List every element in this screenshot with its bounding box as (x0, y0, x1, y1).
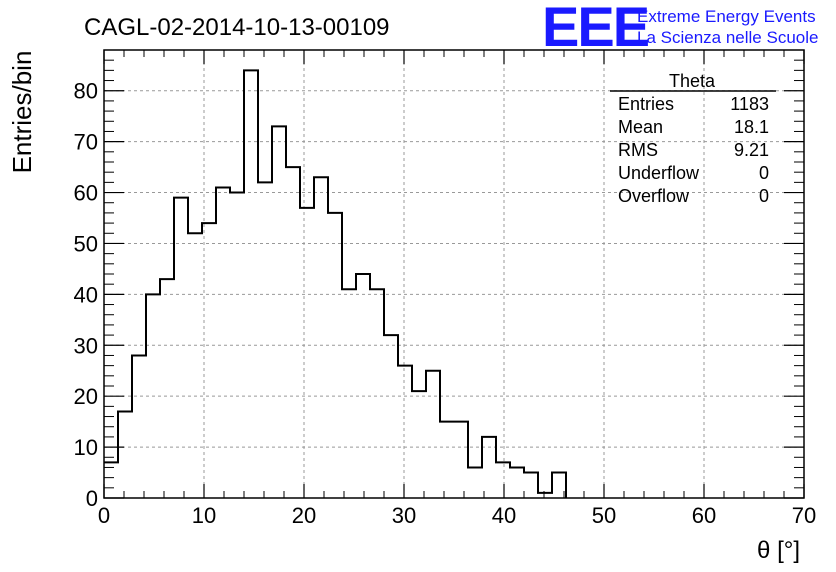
y-tick-label: 30 (74, 333, 98, 358)
logo-line-2: La Scienza nelle Scuole (637, 28, 818, 47)
axis-ticks (103, 49, 805, 499)
y-tick-label: 20 (74, 384, 98, 409)
stats-label: Entries (618, 94, 674, 114)
x-tick-label: 10 (192, 503, 216, 528)
stats-title: Theta (669, 71, 716, 91)
stats-value: 0 (759, 186, 769, 206)
y-tick-label: 10 (74, 435, 98, 460)
stats-box: Theta Entries 1183 Mean 18.1 RMS 9.21 Underflo… (610, 71, 776, 206)
x-tick-label: 70 (792, 503, 816, 528)
y-tick-label: 40 (74, 282, 98, 307)
plot-frame (103, 49, 805, 499)
x-tick-label: 30 (392, 503, 416, 528)
x-tick-label: 50 (592, 503, 616, 528)
x-tick-label: 40 (492, 503, 516, 528)
stats-value: 9.21 (734, 140, 769, 160)
stats-label: Overflow (618, 186, 690, 206)
stats-label: Underflow (618, 163, 700, 183)
x-tick-label: 0 (98, 503, 110, 528)
stats-value: 0 (759, 163, 769, 183)
logo-line-1: Extreme Energy Events (637, 7, 816, 26)
x-tick-label: 20 (292, 503, 316, 528)
y-tick-label: 60 (74, 181, 98, 206)
y-axis-title: Entries/bin (7, 51, 37, 174)
stats-value: 18.1 (734, 117, 769, 137)
x-tick-labels: 0 10 20 30 40 50 60 70 (98, 503, 816, 528)
histogram-line (104, 69, 567, 498)
x-axis-title: θ [°] (757, 537, 800, 564)
stats-rows: Entries 1183 Mean 18.1 RMS 9.21 Underflow 0 Over… (618, 94, 769, 206)
stats-label: RMS (618, 140, 658, 160)
y-tick-label: 80 (74, 79, 98, 104)
y-tick-label: 0 (86, 486, 98, 511)
grid-lines (104, 50, 804, 498)
y-tick-label: 70 (74, 130, 98, 155)
stats-label: Mean (618, 117, 663, 137)
chart-title: CAGL-02-2014-10-13-00109 (84, 14, 390, 41)
y-tick-labels: 0 10 20 30 40 50 60 70 80 (74, 79, 98, 511)
eee-logo: EEE (542, 0, 649, 58)
y-tick-label: 50 (74, 231, 98, 256)
x-tick-label: 60 (692, 503, 716, 528)
stats-value: 1183 (730, 94, 769, 114)
